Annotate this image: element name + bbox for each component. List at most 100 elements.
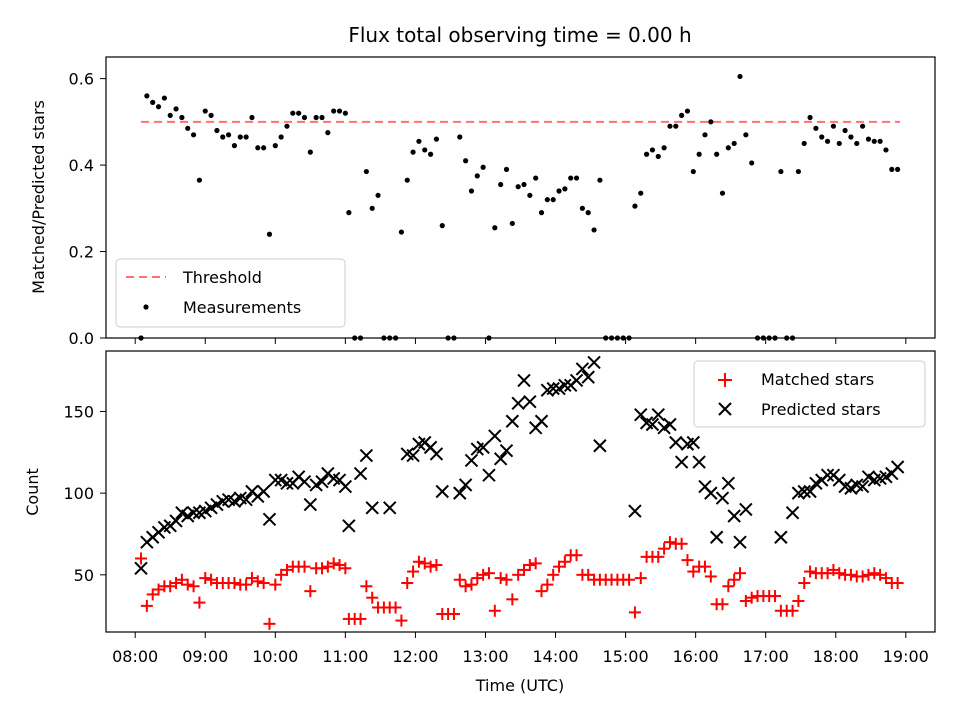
measurement-point	[795, 168, 801, 175]
predicted-star-point	[686, 435, 701, 450]
bottom-y-ticks: 50 100 150	[63, 402, 106, 585]
measurement-point	[474, 173, 480, 179]
measurement-point	[307, 149, 313, 155]
matched-star-point	[257, 576, 270, 589]
measurement-point	[824, 138, 831, 144]
matched-star-point	[547, 568, 560, 581]
matched-star-point	[500, 573, 513, 586]
predicted-star-point	[890, 460, 905, 474]
measurement-point	[614, 335, 621, 341]
legend-measurements-swatch	[143, 304, 149, 310]
matched-star-point	[187, 580, 200, 593]
measurement-point	[784, 335, 790, 341]
matched-star-point	[193, 596, 206, 609]
predicted-star-point	[669, 435, 683, 450]
measurement-point	[352, 335, 358, 341]
predicted-star-point	[342, 519, 356, 533]
bottom-plot-area	[105, 350, 936, 633]
predicted-star-point	[453, 486, 467, 500]
predicted-star-point	[628, 504, 642, 518]
predicted-star-point	[634, 408, 648, 422]
predicted-star-point	[645, 417, 660, 432]
matched-star-point	[298, 560, 311, 573]
matched-star-point	[135, 552, 148, 565]
measurement-point	[336, 108, 343, 114]
measurement-point	[363, 168, 369, 175]
matched-star-point	[304, 585, 317, 598]
x-tick-label: 19:00	[883, 647, 929, 666]
predicted-star-point	[262, 512, 277, 526]
measurement-point	[743, 132, 749, 138]
predicted-star-point	[297, 474, 312, 489]
measurement-point	[398, 229, 405, 235]
measurement-point	[673, 123, 679, 129]
predicted-star-point	[359, 448, 374, 463]
matched-star-point	[494, 572, 507, 585]
legend-threshold-label: Threshold	[182, 268, 262, 287]
y-tick-label: 0.2	[69, 243, 94, 262]
predicted-star-point	[186, 506, 201, 520]
bottom-x-ticks: 08:00 09:00 10:00 11:00 12:00 13:00 14:00 15:00…	[112, 632, 929, 666]
predicted-star-point	[499, 443, 514, 458]
predicted-star-point	[256, 484, 271, 499]
measurement-point	[138, 335, 144, 341]
measurement-point	[883, 147, 889, 153]
measurement-point	[255, 145, 261, 151]
measurement-point	[451, 335, 457, 341]
measurement-point	[237, 134, 243, 140]
predicted-star-point	[353, 466, 368, 481]
measurement-point	[772, 335, 778, 341]
matched-star-point	[354, 612, 367, 625]
measurement-point	[179, 114, 185, 121]
measurement-point	[679, 112, 685, 118]
predicted-star-point	[511, 396, 525, 410]
x-tick-label: 16:00	[673, 647, 719, 666]
measurement-point	[196, 177, 203, 183]
measurement-point	[819, 134, 825, 140]
matched-star-point	[453, 573, 466, 586]
measurement-point	[684, 108, 691, 114]
matched-star-point	[856, 570, 869, 583]
matched-star-point	[798, 576, 811, 589]
measurement-point	[433, 136, 440, 142]
measurement-point	[301, 114, 308, 121]
matched-star-point	[558, 555, 571, 568]
measurement-point	[369, 205, 375, 211]
y-tick-label: 100	[63, 484, 94, 503]
measurement-point	[789, 335, 796, 341]
measurement-point	[573, 175, 580, 181]
measurement-point	[486, 335, 492, 341]
matched-star-point	[891, 576, 904, 589]
matched-star-point	[535, 585, 548, 598]
measurement-point	[331, 108, 337, 114]
bottom-panel: 50 100 150 08:00 09:00 10:00 11:00 12:00 13:00 1…	[23, 350, 936, 695]
matched-star-point	[395, 614, 408, 627]
measurement-points	[138, 73, 901, 341]
bottom-y-axis-label: Count	[23, 468, 42, 516]
matched-star-point	[663, 536, 676, 549]
predicted-star-point	[785, 506, 800, 520]
measurement-point	[620, 335, 626, 341]
y-tick-label: 0.6	[69, 70, 94, 89]
predicted-star-point	[365, 501, 379, 515]
measurement-point	[457, 134, 463, 140]
measurement-point	[801, 140, 807, 147]
top-y-ticks: 0.0 0.2 0.4 0.6	[69, 70, 106, 348]
predicted-star-point	[593, 439, 607, 453]
matched-star-point	[339, 562, 352, 575]
measurement-point	[760, 335, 766, 341]
matched-star-point	[327, 557, 340, 570]
predicted-star-point	[797, 484, 811, 499]
matched-star-point	[704, 570, 717, 583]
matched-star-point	[407, 565, 420, 578]
measurement-point	[556, 188, 562, 194]
matched-star-point	[506, 593, 519, 606]
matched-star-point	[658, 542, 671, 555]
x-tick-label: 15:00	[603, 647, 649, 666]
x-tick-label: 13:00	[462, 647, 508, 666]
predicted-star-point	[280, 476, 294, 491]
matched-star-point	[263, 617, 276, 630]
measurement-point	[807, 114, 813, 121]
matched-star-point	[844, 568, 857, 581]
matched-star-point	[482, 567, 495, 580]
